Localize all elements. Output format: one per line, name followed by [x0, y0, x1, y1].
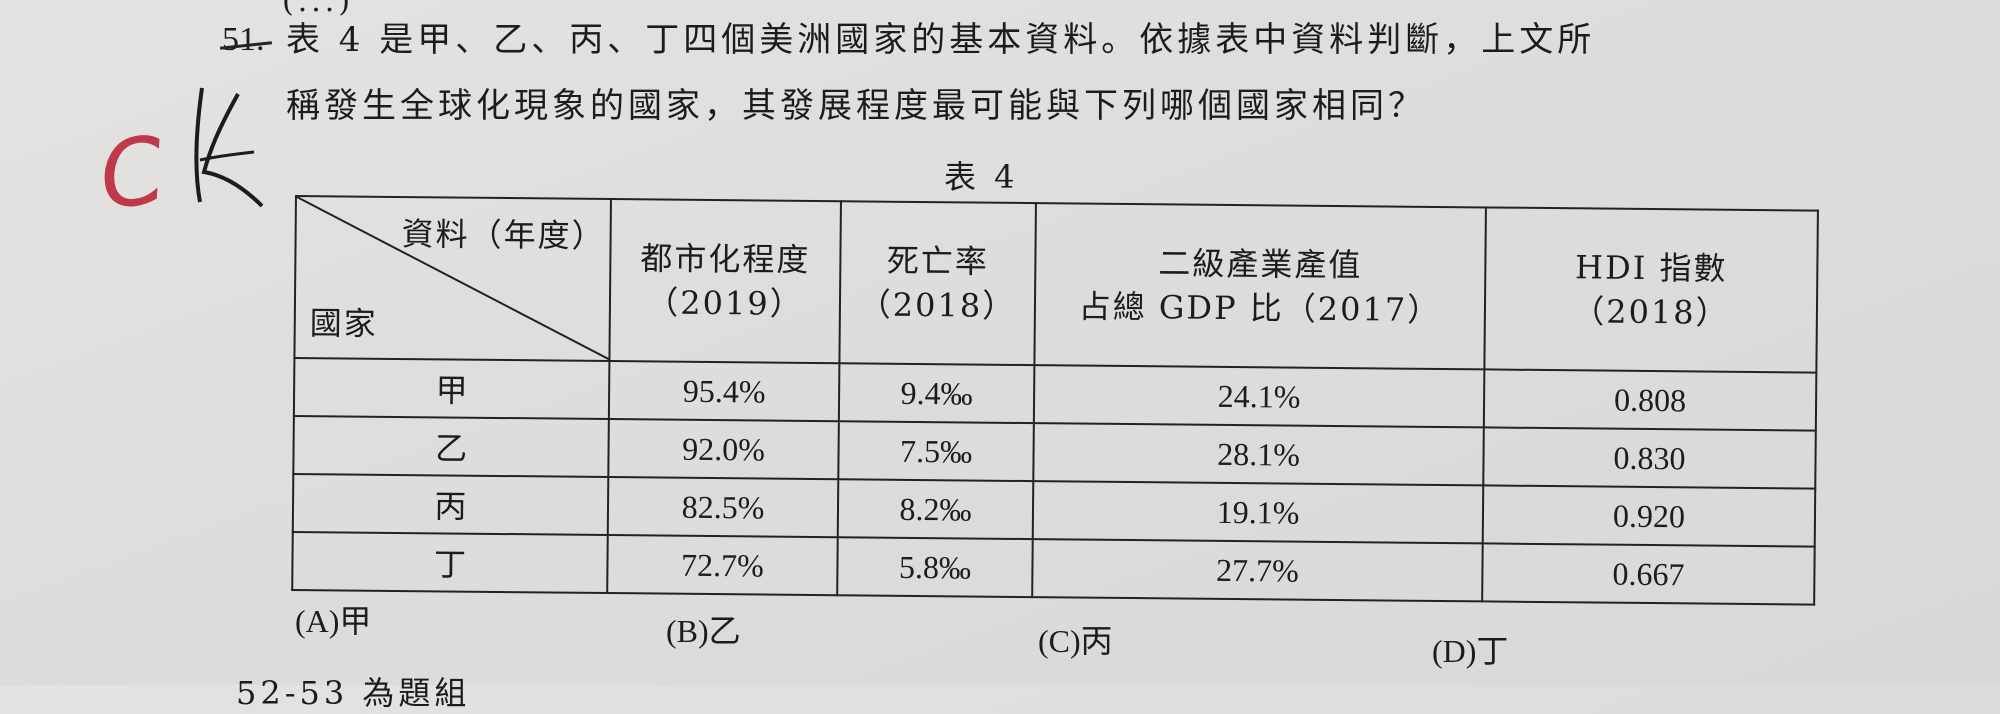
cell-death-rate: 8.2‰	[837, 479, 1034, 540]
table-header-row: 資料（年度） 國家 都市化程度 （2019） 死亡率 （2018） 二級產業產值 占總…	[294, 196, 1818, 373]
col-header-industry-share: 二級產業產值 占總 GDP 比（2017）	[1034, 203, 1486, 370]
table-corner-cell: 資料（年度） 國家	[294, 196, 611, 362]
cell-urbanization: 92.0%	[608, 419, 839, 480]
cell-country: 丙	[292, 473, 609, 536]
col-header-death-rate: 死亡率 （2018）	[839, 201, 1036, 366]
cell-hdi: 0.920	[1482, 485, 1816, 547]
table-caption: 表 4	[944, 158, 1019, 196]
cell-death-rate: 5.8‰	[837, 537, 1033, 598]
cell-industry-share: 28.1%	[1033, 423, 1484, 486]
cell-industry-share: 19.1%	[1032, 481, 1484, 544]
data-table: 資料（年度） 國家 都市化程度 （2019） 死亡率 （2018） 二級產業產值 占總…	[291, 195, 1819, 606]
cell-death-rate: 9.4‰	[838, 363, 1035, 424]
option-a: (A)甲	[295, 602, 372, 640]
corner-label-data: 資料（年度）	[401, 215, 606, 255]
cell-urbanization: 82.5%	[607, 477, 839, 538]
cell-industry-share: 24.1%	[1033, 365, 1485, 428]
handwritten-a-mark	[188, 80, 268, 214]
question-line-2: 稱發生全球化現象的國家，其發展程度最可能與下列哪個國家相同？	[286, 86, 1426, 126]
cell-urbanization: 72.7%	[607, 535, 838, 596]
col-header-hdi: HDI 指數 （2018）	[1484, 207, 1818, 373]
cell-urbanization: 95.4%	[608, 361, 840, 422]
cell-country: 丁	[292, 531, 608, 594]
option-b: (B)乙	[666, 612, 741, 650]
question-number: 51.	[222, 21, 265, 58]
handwritten-c-mark: C	[92, 116, 172, 231]
option-d: (D)丁	[1432, 632, 1509, 670]
col-header-urbanization: 都市化程度 （2019）	[609, 199, 841, 364]
option-c: (C)丙	[1038, 622, 1113, 660]
previous-line-fragment: (...)	[282, 0, 355, 19]
cell-country: 乙	[293, 415, 609, 478]
cell-hdi: 0.830	[1483, 427, 1816, 489]
cell-industry-share: 27.7%	[1032, 539, 1483, 602]
cell-hdi: 0.808	[1483, 369, 1817, 431]
cell-death-rate: 7.5‰	[838, 421, 1034, 482]
cell-hdi: 0.667	[1482, 543, 1815, 605]
question-line-1: 表 4 是甲、乙、丙、丁四個美洲國家的基本資料。依據表中資料判斷，上文所	[286, 20, 1596, 60]
corner-label-country: 國家	[309, 304, 378, 343]
cell-country: 甲	[293, 358, 610, 420]
next-question-group: 52-53 為題組	[236, 674, 471, 712]
corner-diagonal	[296, 197, 611, 361]
